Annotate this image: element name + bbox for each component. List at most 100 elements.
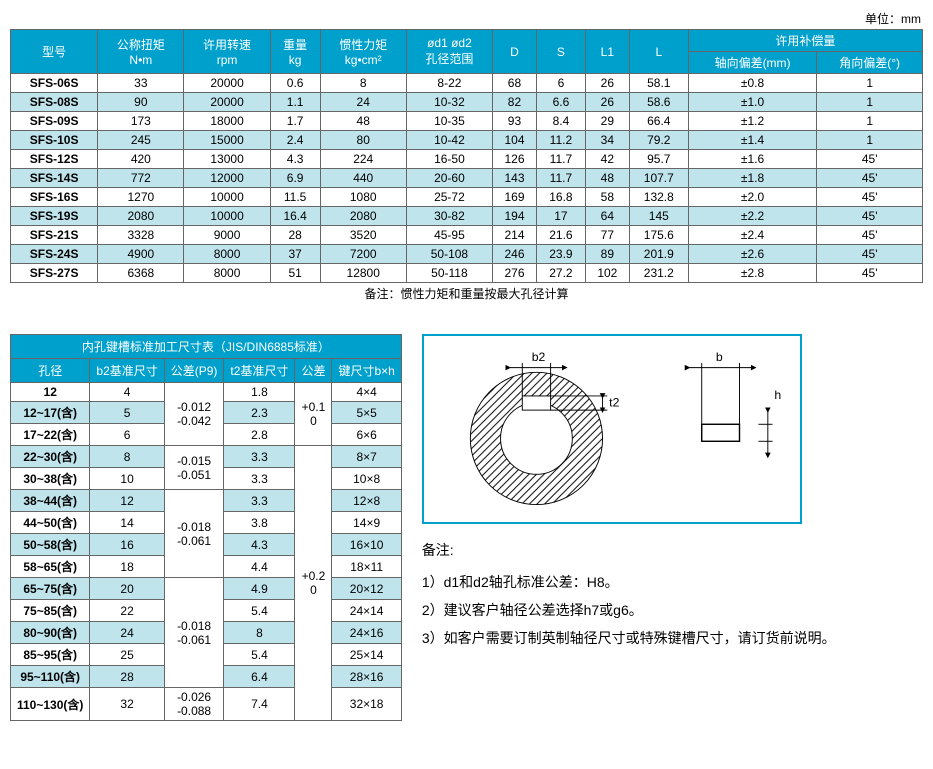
cell-model: SFS-09S [11, 112, 98, 131]
cell-inertia: 7200 [320, 245, 406, 264]
kcell: 5.4 [224, 600, 295, 622]
cell-axial: ±2.8 [688, 264, 817, 283]
kcell: 12 [11, 383, 90, 402]
cell-D: 194 [493, 207, 537, 226]
table-row: SFS-09S173180001.74810-35938.42966.4±1.2… [11, 112, 923, 131]
notes-title: 备注: [422, 536, 836, 564]
cell-ang: 45' [817, 188, 923, 207]
kcell: 22~30(含) [11, 446, 90, 468]
kcell: -0.026 -0.088 [164, 688, 224, 721]
cell-S: 21.6 [536, 226, 585, 245]
kcell: 4.9 [224, 578, 295, 600]
table-row: SFS-27S63688000511280050-11827627.210223… [11, 264, 923, 283]
cell-S: 6.6 [536, 93, 585, 112]
th-model: 型号 [11, 30, 98, 74]
cell-ang: 45' [817, 226, 923, 245]
th-rpm: 许用转速 rpm [184, 30, 270, 74]
cell-L1: 26 [585, 93, 629, 112]
diagram-label-t2: t2 [609, 395, 619, 409]
kcell: 16×10 [332, 534, 401, 556]
kcell: 75~85(含) [11, 600, 90, 622]
kcell: 4×4 [332, 383, 401, 402]
cell-wt: 1.7 [270, 112, 320, 131]
cell-axial: ±1.6 [688, 150, 817, 169]
cell-D: 246 [493, 245, 537, 264]
kh-b2: b2基准尺寸 [90, 359, 164, 383]
cell-L: 58.1 [629, 74, 688, 93]
kcell: 25 [90, 644, 164, 666]
th-angular: 角向偏差(°) [817, 52, 923, 74]
kh-tolp9: 公差(P9) [164, 359, 224, 383]
kcell: 95~110(含) [11, 666, 90, 688]
cell-rpm: 15000 [184, 131, 270, 150]
th-L: L [629, 30, 688, 74]
cell-L1: 102 [585, 264, 629, 283]
cell-L: 79.2 [629, 131, 688, 150]
keyway-row: 22~30(含)8-0.015 -0.0513.3+0.2 08×7 [11, 446, 402, 468]
kcell: 18×11 [332, 556, 401, 578]
note-3: 3）如客户需要订制英制轴径尺寸或特殊键槽尺寸，请订货前说明。 [422, 624, 836, 652]
cell-torque: 3328 [98, 226, 184, 245]
cell-wt: 37 [270, 245, 320, 264]
kcell: 17~22(含) [11, 424, 90, 446]
cell-torque: 2080 [98, 207, 184, 226]
cell-torque: 173 [98, 112, 184, 131]
kcell: 7.4 [224, 688, 295, 721]
kcell: -0.015 -0.051 [164, 446, 224, 490]
kcell: 110~130(含) [11, 688, 90, 721]
cell-D: 82 [493, 93, 537, 112]
cell-model: SFS-27S [11, 264, 98, 283]
kcell: 2.8 [224, 424, 295, 446]
cell-L: 132.8 [629, 188, 688, 207]
keyway-diagram: b2 t2 b h [422, 334, 802, 524]
cell-bore: 16-50 [406, 150, 492, 169]
kh-bore: 孔径 [11, 359, 90, 383]
cell-model: SFS-06S [11, 74, 98, 93]
cell-wt: 2.4 [270, 131, 320, 150]
cell-D: 169 [493, 188, 537, 207]
cell-model: SFS-21S [11, 226, 98, 245]
cell-inertia: 3520 [320, 226, 406, 245]
kcell: 8×7 [332, 446, 401, 468]
cell-axial: ±2.4 [688, 226, 817, 245]
cell-rpm: 8000 [184, 245, 270, 264]
cell-ang: 45' [817, 207, 923, 226]
kcell: 6×6 [332, 424, 401, 446]
cell-D: 276 [493, 264, 537, 283]
kcell: 3.3 [224, 490, 295, 512]
cell-S: 27.2 [536, 264, 585, 283]
cell-L: 58.6 [629, 93, 688, 112]
kcell: 8 [224, 622, 295, 644]
kcell: +0.1 0 [295, 383, 332, 446]
cell-ang: 45' [817, 264, 923, 283]
cell-rpm: 12000 [184, 169, 270, 188]
cell-bore: 25-72 [406, 188, 492, 207]
unit-label: 单位：mm [10, 10, 923, 27]
table-row: SFS-06S33200000.688-226862658.1±0.81 [11, 74, 923, 93]
th-L1: L1 [585, 30, 629, 74]
cell-rpm: 9000 [184, 226, 270, 245]
keyway-row: 110~130(含)32-0.026 -0.0887.432×18 [11, 688, 402, 721]
cell-ang: 45' [817, 169, 923, 188]
table-row: SFS-19S20801000016.4208030-821941764145±… [11, 207, 923, 226]
cell-D: 68 [493, 74, 537, 93]
cell-wt: 0.6 [270, 74, 320, 93]
cell-inertia: 24 [320, 93, 406, 112]
kcell: 3.3 [224, 446, 295, 468]
cell-axial: ±1.8 [688, 169, 817, 188]
cell-model: SFS-08S [11, 93, 98, 112]
cell-inertia: 1080 [320, 188, 406, 207]
cell-L: 107.7 [629, 169, 688, 188]
cell-bore: 10-32 [406, 93, 492, 112]
kcell: 50~58(含) [11, 534, 90, 556]
kcell: 5.4 [224, 644, 295, 666]
table-row: SFS-08S90200001.12410-32826.62658.6±1.01 [11, 93, 923, 112]
kcell: 12×8 [332, 490, 401, 512]
cell-S: 8.4 [536, 112, 585, 131]
cell-S: 11.7 [536, 150, 585, 169]
cell-inertia: 48 [320, 112, 406, 131]
th-inertia: 惯性力矩 kg•cm² [320, 30, 406, 74]
cell-torque: 6368 [98, 264, 184, 283]
cell-model: SFS-14S [11, 169, 98, 188]
cell-inertia: 2080 [320, 207, 406, 226]
